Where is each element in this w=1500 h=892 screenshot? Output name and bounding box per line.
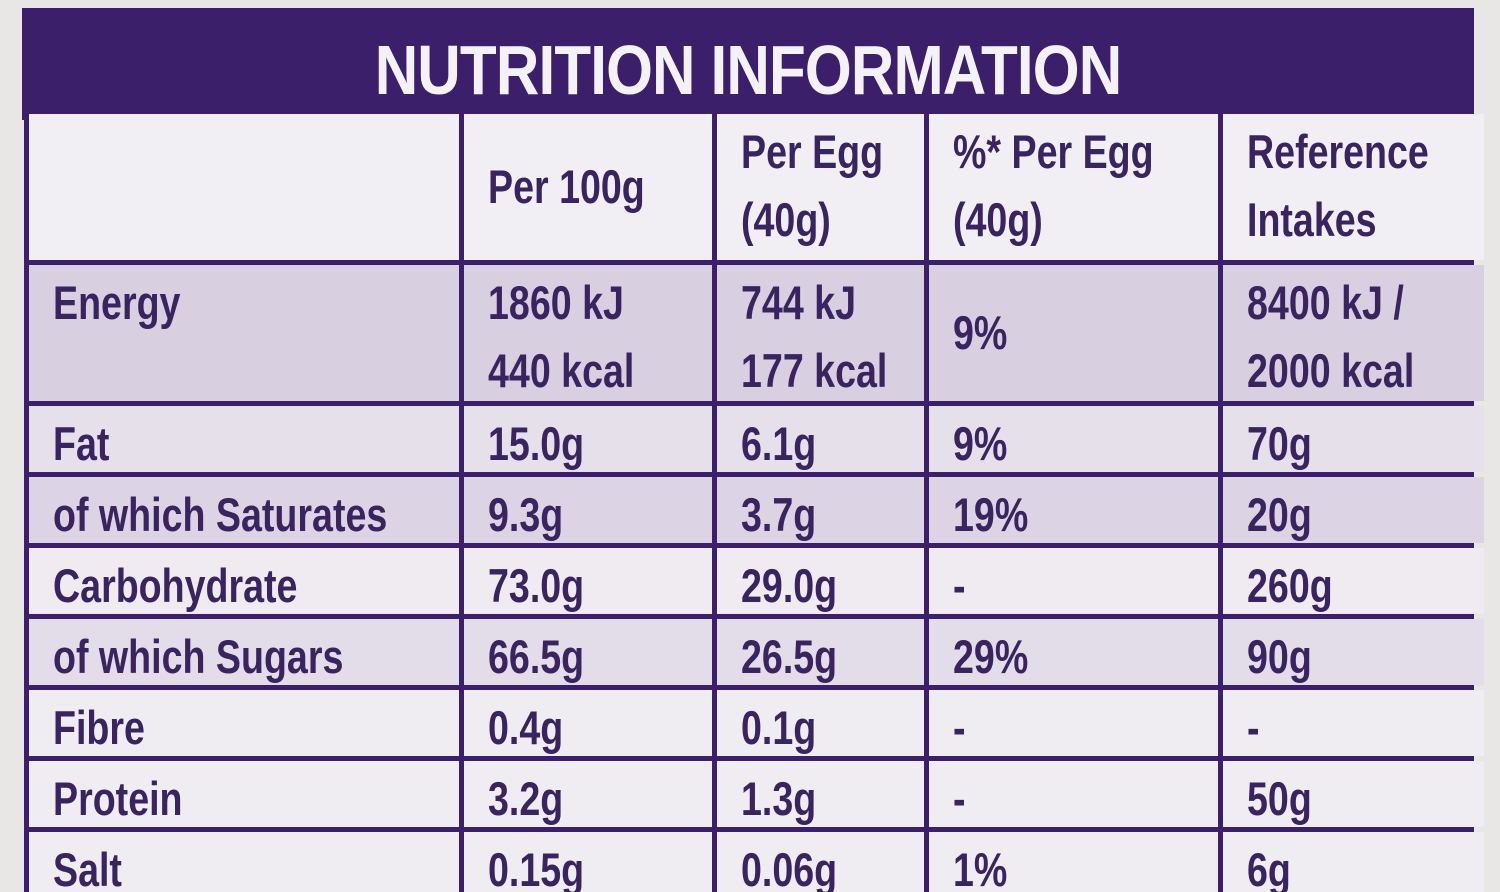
- cell-text: 19%: [953, 488, 1029, 541]
- cell-text: -: [953, 701, 966, 754]
- cell-text: 29%: [953, 630, 1029, 683]
- table-cell: 15.0g: [464, 406, 712, 472]
- table-cell: Carbohydrate: [29, 548, 459, 614]
- table-cell: -: [929, 761, 1218, 827]
- title-band: NUTRITION INFORMATION: [22, 8, 1474, 120]
- cell-text: %* Per Egg: [953, 125, 1154, 178]
- table-cell: 260g: [1223, 548, 1484, 614]
- cell-text: 1.3g: [741, 772, 817, 825]
- table-cell: 9.3g: [464, 477, 712, 543]
- table-cell: 70g: [1223, 406, 1484, 472]
- cell-text: Fat: [53, 417, 110, 470]
- cell-text: 15.0g: [488, 417, 585, 470]
- cell-text: Fibre: [53, 701, 145, 754]
- table-cell: of which Sugars: [29, 619, 459, 685]
- cell-text: 440 kcal: [488, 344, 635, 397]
- table-cell: Fibre: [29, 690, 459, 756]
- table-cell: 1.3g: [717, 761, 924, 827]
- header-cell: %* Per Egg (40g): [929, 114, 1218, 260]
- cell-text: 9%: [953, 417, 1008, 470]
- table-cell: 90g: [1223, 619, 1484, 685]
- title: NUTRITION INFORMATION: [374, 31, 1122, 109]
- cell-text: Protein: [53, 772, 183, 825]
- table-cell: 26.5g: [717, 619, 924, 685]
- table-cell: -: [929, 548, 1218, 614]
- table-cell: 9%: [929, 406, 1218, 472]
- table-cell: 1%: [929, 832, 1218, 892]
- cell-text: 9.3g: [488, 488, 564, 541]
- table-cell: 8400 kJ / 2000 kcal: [1223, 265, 1484, 401]
- cell-text: (40g): [953, 193, 1043, 246]
- nutrition-table: Per 100g Per Egg (40g) %* Per Egg (40g) Refer…: [24, 114, 1484, 892]
- cell-text: 0.15g: [488, 843, 585, 892]
- cell-text: 6g: [1247, 843, 1291, 892]
- header-cell: Per 100g: [464, 114, 712, 260]
- table-cell: -: [1223, 690, 1484, 756]
- cell-text: 70g: [1247, 417, 1312, 470]
- cell-text: -: [1247, 701, 1260, 754]
- cell-text: Intakes: [1247, 193, 1377, 246]
- cell-text: 177 kcal: [741, 344, 888, 397]
- cell-text: Reference: [1247, 125, 1429, 178]
- table-cell: 73.0g: [464, 548, 712, 614]
- cell-text: 1%: [953, 843, 1008, 892]
- table-cell: 29.0g: [717, 548, 924, 614]
- cell-text: 20g: [1247, 488, 1312, 541]
- table-cell: 20g: [1223, 477, 1484, 543]
- table-cell: Salt: [29, 832, 459, 892]
- table-cell: Energy: [29, 265, 459, 401]
- cell-text: Salt: [53, 843, 122, 892]
- cell-text: of which Sugars: [53, 630, 344, 683]
- table-cell: 0.15g: [464, 832, 712, 892]
- cell-text: 0.06g: [741, 843, 838, 892]
- cell-text: Carbohydrate: [53, 559, 298, 612]
- table-cell: 1860 kJ 440 kcal: [464, 265, 712, 401]
- cell-text: of which Saturates: [53, 488, 388, 541]
- table-cell: Protein: [29, 761, 459, 827]
- table-cell: 19%: [929, 477, 1218, 543]
- cell-text: 8400 kJ /: [1247, 276, 1404, 329]
- cell-text: 2000 kcal: [1247, 344, 1415, 397]
- cell-text: 744 kJ: [741, 276, 857, 329]
- table-cell: Fat: [29, 406, 459, 472]
- cell-text: 0.1g: [741, 701, 817, 754]
- cell-text: 26.5g: [741, 630, 838, 683]
- cell-text: 73.0g: [488, 559, 585, 612]
- table-cell: 29%: [929, 619, 1218, 685]
- cell-text: 0.4g: [488, 701, 564, 754]
- table-cell: 50g: [1223, 761, 1484, 827]
- table-cell: -: [929, 690, 1218, 756]
- table-cell: 66.5g: [464, 619, 712, 685]
- cell-text: 90g: [1247, 630, 1312, 683]
- table-cell: of which Saturates: [29, 477, 459, 543]
- cell-text: 50g: [1247, 772, 1312, 825]
- cell-text: (40g): [741, 193, 831, 246]
- table-cell: 3.7g: [717, 477, 924, 543]
- cell-text: -: [953, 772, 966, 825]
- header-cell: [29, 114, 459, 260]
- table-cell: 9%: [929, 265, 1218, 401]
- cell-text: 29.0g: [741, 559, 838, 612]
- cell-text: -: [953, 559, 966, 612]
- cell-text: 3.7g: [741, 488, 817, 541]
- table-cell: 6g: [1223, 832, 1484, 892]
- cell-text: 3.2g: [488, 772, 564, 825]
- header-cell: Per Egg (40g): [717, 114, 924, 260]
- table-cell: 0.4g: [464, 690, 712, 756]
- table-cell: 0.06g: [717, 832, 924, 892]
- table-cell: 744 kJ 177 kcal: [717, 265, 924, 401]
- cell-text: Energy: [53, 276, 181, 329]
- cell-text: Per Egg: [741, 125, 884, 178]
- cell-text: Per 100g: [488, 160, 645, 213]
- cell-text: 9%: [953, 306, 1008, 359]
- cell-text: 260g: [1247, 559, 1333, 612]
- cell-text: 66.5g: [488, 630, 585, 683]
- table-cell: 6.1g: [717, 406, 924, 472]
- cell-text: 1860 kJ: [488, 276, 624, 329]
- header-cell: Reference Intakes: [1223, 114, 1484, 260]
- table-cell: 3.2g: [464, 761, 712, 827]
- table-cell: 0.1g: [717, 690, 924, 756]
- cell-text: 6.1g: [741, 417, 817, 470]
